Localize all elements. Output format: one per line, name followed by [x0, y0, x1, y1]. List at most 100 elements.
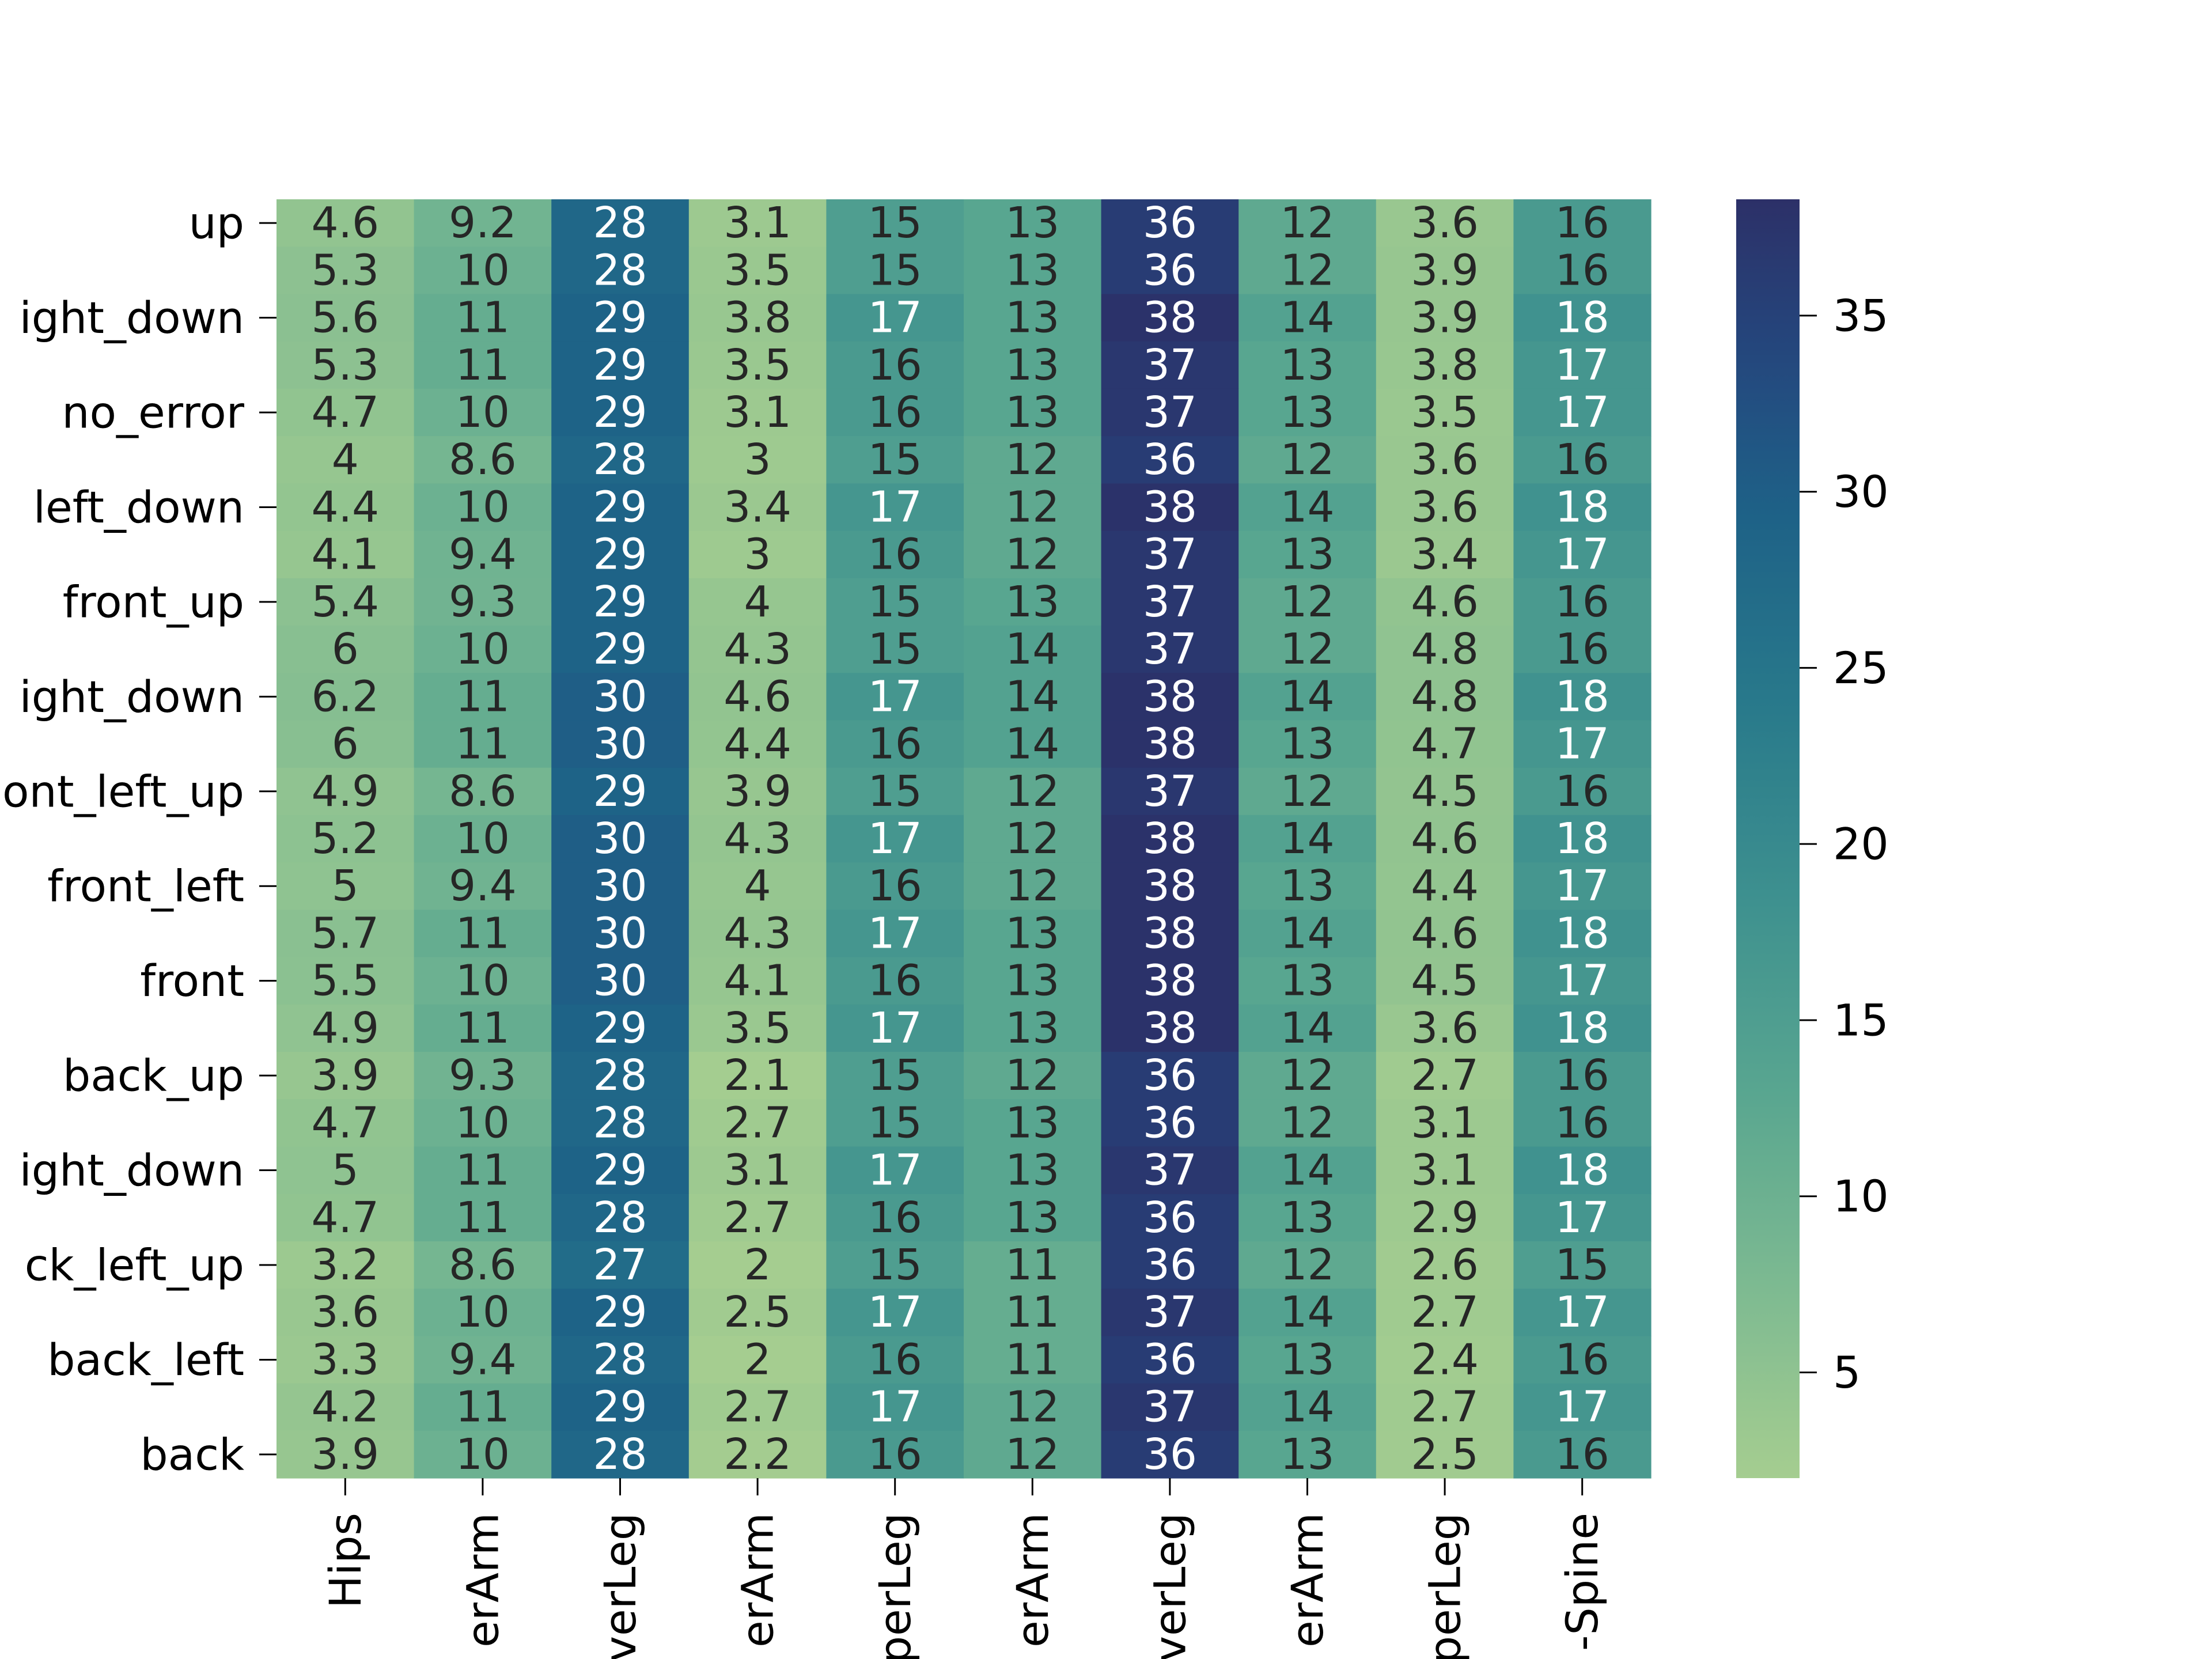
- cell-value-label: 3: [744, 530, 771, 579]
- cell-value-label: 16: [1555, 767, 1609, 816]
- cell-value-label: 37: [1143, 1287, 1197, 1337]
- heatmap-cell: [826, 720, 964, 768]
- heatmap-cell: [1376, 815, 1514, 863]
- cell-value-label: 4.3: [724, 814, 791, 863]
- heatmap-cell: [1238, 531, 1377, 579]
- x-tick-label: erArm: [1282, 1513, 1333, 1647]
- cell-value-label: 4.4: [311, 482, 379, 532]
- cell-value-label: 9.4: [449, 1335, 517, 1384]
- heatmap-cell: [1513, 720, 1652, 768]
- heatmap-cell: [688, 341, 827, 389]
- heatmap-cell: [414, 910, 552, 958]
- heatmap-cell: [1238, 626, 1377, 673]
- heatmap-cell: [551, 815, 690, 863]
- cell-value-label: 13: [1005, 1193, 1059, 1243]
- cell-value-label: 11: [456, 1193, 510, 1243]
- heatmap-cell: [1376, 578, 1514, 626]
- cell-value-label: 9.3: [449, 1051, 517, 1100]
- cell-value-label: 3.8: [724, 293, 791, 343]
- cell-value-label: 38: [1143, 482, 1197, 532]
- cell-value-label: 13: [1280, 1335, 1334, 1384]
- cell-value-label: 28: [593, 1193, 647, 1243]
- heatmap-cell: [276, 1430, 415, 1479]
- heatmap-cell: [276, 1004, 415, 1052]
- heatmap-cell: [1101, 626, 1239, 673]
- heatmap-cell: [1376, 341, 1514, 389]
- heatmap-cell: [964, 673, 1102, 721]
- heatmap-cell: [826, 1430, 964, 1479]
- cell-value-label: 17: [1555, 956, 1609, 1006]
- cell-value-label: 4: [744, 861, 771, 911]
- cell-value-label: 12: [1005, 482, 1059, 532]
- cell-value-label: 17: [868, 908, 922, 958]
- cell-value-label: 13: [1005, 1098, 1059, 1147]
- cell-value-label: 29: [593, 767, 647, 816]
- heatmap-cell: [964, 1289, 1102, 1336]
- cell-value-label: 37: [1143, 767, 1197, 816]
- cell-value-label: 11: [1005, 1287, 1059, 1337]
- cell-value-label: 12: [1005, 1382, 1059, 1432]
- heatmap-cell: [964, 294, 1102, 342]
- heatmap-cell: [688, 767, 827, 816]
- heatmap-cell: [276, 673, 415, 721]
- cell-value-label: 11: [1005, 1335, 1059, 1384]
- heatmap-cell: [826, 436, 964, 484]
- heatmap-cell: [1238, 957, 1377, 1005]
- cell-value-label: 4.4: [1411, 861, 1479, 911]
- y-tick-label: left_down: [33, 482, 244, 533]
- cell-value-label: 9.4: [449, 861, 517, 911]
- cell-value-label: 36: [1143, 435, 1197, 484]
- cell-value-label: 38: [1143, 814, 1197, 863]
- heatmap-cell: [1101, 767, 1239, 816]
- cell-value-label: 13: [1005, 245, 1059, 295]
- cell-value-label: 38: [1143, 908, 1197, 958]
- heatmap-cell: [688, 1289, 827, 1336]
- heatmap-cell: [551, 388, 690, 437]
- heatmap-cell: [551, 1099, 690, 1147]
- cell-value-label: 4.4: [724, 719, 791, 769]
- heatmap-cell: [276, 1099, 415, 1147]
- heatmap-cell: [551, 720, 690, 768]
- heatmap-cell: [1376, 957, 1514, 1005]
- heatmap-cell: [826, 531, 964, 579]
- heatmap-cell: [414, 199, 552, 247]
- heatmap-cell: [826, 626, 964, 673]
- cell-value-label: 10: [456, 956, 510, 1006]
- cell-value-label: 18: [1555, 1003, 1609, 1053]
- heatmap-cell: [414, 483, 552, 532]
- cell-value-label: 4.8: [1411, 672, 1479, 721]
- cell-value-label: 14: [1280, 1382, 1334, 1432]
- heatmap-cell: [551, 957, 690, 1005]
- heatmap-cell: [688, 1146, 827, 1195]
- cell-value-label: 18: [1555, 908, 1609, 958]
- heatmap-cell: [1513, 247, 1652, 295]
- heatmap-cell: [1238, 862, 1377, 910]
- heatmap-cell: [1513, 1099, 1652, 1147]
- cell-value-label: 12: [1280, 1098, 1334, 1147]
- heatmap-cell: [551, 247, 690, 295]
- cell-value-label: 29: [593, 340, 647, 390]
- cell-value-label: 30: [593, 908, 647, 958]
- heatmap-cell: [1376, 767, 1514, 816]
- heatmap-cell: [551, 1146, 690, 1195]
- cell-value-label: 17: [1555, 340, 1609, 390]
- cell-value-label: 4.6: [1411, 814, 1479, 863]
- cell-value-label: 11: [1005, 1240, 1059, 1290]
- cell-value-label: 2.1: [724, 1051, 791, 1100]
- cell-value-label: 4.5: [1411, 767, 1479, 816]
- heatmap-cell: [1513, 294, 1652, 342]
- heatmap-cell: [414, 341, 552, 389]
- heatmap-cell: [276, 436, 415, 484]
- heatmap-cell: [964, 1146, 1102, 1195]
- cell-value-label: 11: [456, 719, 510, 769]
- cell-value-label: 2.7: [724, 1382, 791, 1432]
- colorbar-tick-label: 30: [1833, 466, 1889, 517]
- cell-value-label: 5.3: [311, 245, 379, 295]
- cell-value-label: 38: [1143, 293, 1197, 343]
- cell-value-label: 28: [593, 245, 647, 295]
- heatmap-cell: [414, 294, 552, 342]
- cell-value-label: 16: [868, 1430, 922, 1479]
- heatmap-cell: [276, 247, 415, 295]
- heatmap-cell: [414, 247, 552, 295]
